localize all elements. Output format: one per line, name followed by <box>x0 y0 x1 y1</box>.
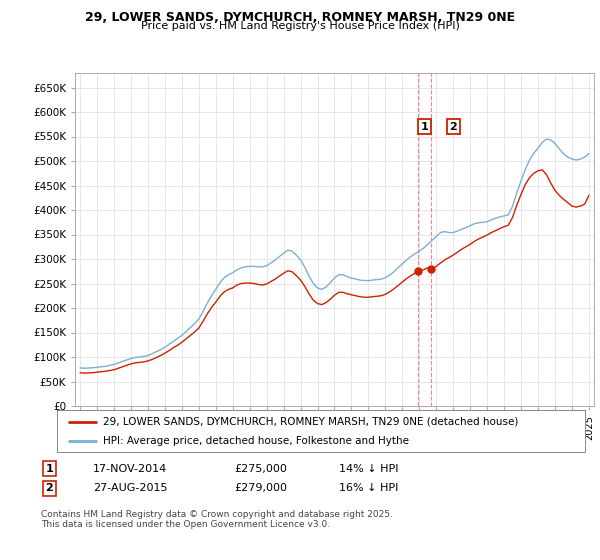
Text: £279,000: £279,000 <box>234 483 287 493</box>
Text: 1: 1 <box>421 122 428 132</box>
Text: 1: 1 <box>46 464 53 474</box>
Text: 2: 2 <box>449 122 457 132</box>
Text: 14% ↓ HPI: 14% ↓ HPI <box>339 464 398 474</box>
Text: 29, LOWER SANDS, DYMCHURCH, ROMNEY MARSH, TN29 0NE (detached house): 29, LOWER SANDS, DYMCHURCH, ROMNEY MARSH… <box>103 417 519 427</box>
Text: 16% ↓ HPI: 16% ↓ HPI <box>339 483 398 493</box>
Text: Price paid vs. HM Land Registry's House Price Index (HPI): Price paid vs. HM Land Registry's House … <box>140 21 460 31</box>
Text: HPI: Average price, detached house, Folkestone and Hythe: HPI: Average price, detached house, Folk… <box>103 436 409 446</box>
Text: 2: 2 <box>46 483 53 493</box>
Text: 29, LOWER SANDS, DYMCHURCH, ROMNEY MARSH, TN29 0NE: 29, LOWER SANDS, DYMCHURCH, ROMNEY MARSH… <box>85 11 515 24</box>
Text: £275,000: £275,000 <box>234 464 287 474</box>
Text: 27-AUG-2015: 27-AUG-2015 <box>93 483 167 493</box>
Text: Contains HM Land Registry data © Crown copyright and database right 2025.
This d: Contains HM Land Registry data © Crown c… <box>41 510 392 529</box>
Text: 17-NOV-2014: 17-NOV-2014 <box>93 464 167 474</box>
